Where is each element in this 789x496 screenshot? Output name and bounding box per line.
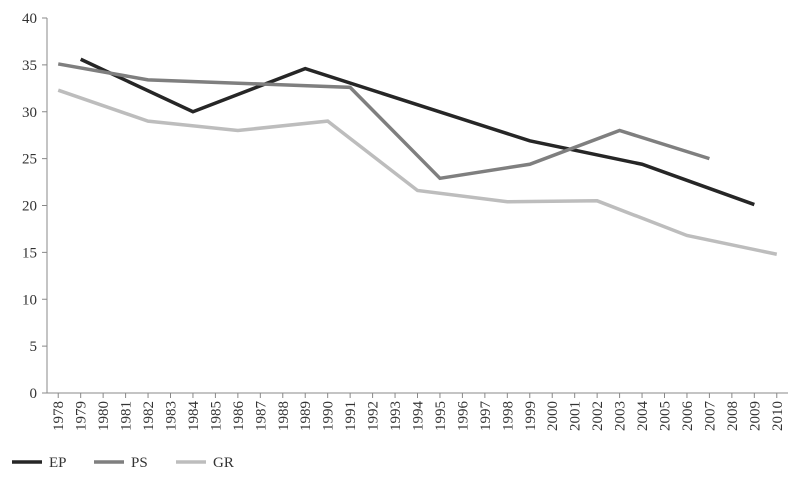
legend-label: PS bbox=[131, 455, 148, 471]
y-tick-label: 40 bbox=[22, 11, 37, 27]
y-tick-label: 30 bbox=[22, 105, 37, 121]
x-tick-label: 1986 bbox=[231, 401, 247, 432]
x-tick-label: 1995 bbox=[433, 401, 449, 431]
y-tick-label: 25 bbox=[22, 152, 37, 168]
y-tick-label: 20 bbox=[22, 199, 37, 215]
y-tick-label: 10 bbox=[22, 292, 37, 308]
x-tick-label: 1981 bbox=[119, 401, 135, 431]
x-tick-label: 1989 bbox=[298, 401, 314, 431]
x-tick-label: 1990 bbox=[321, 401, 337, 431]
y-tick-label: 15 bbox=[22, 245, 37, 261]
x-tick-label: 1994 bbox=[411, 401, 427, 432]
x-tick-label: 2010 bbox=[770, 401, 786, 431]
x-tick-label: 1993 bbox=[388, 401, 404, 431]
x-tick-label: 2008 bbox=[725, 401, 741, 431]
x-tick-label: 1992 bbox=[366, 401, 382, 431]
x-tick-label: 2000 bbox=[545, 401, 561, 431]
x-tick-label: 1984 bbox=[186, 401, 202, 432]
x-tick-label: 2003 bbox=[613, 401, 629, 431]
x-tick-label: 2009 bbox=[747, 401, 763, 431]
x-tick-label: 1978 bbox=[51, 401, 67, 431]
x-tick-label: 1979 bbox=[74, 401, 90, 431]
x-tick-label: 2004 bbox=[635, 401, 651, 432]
x-tick-label: 1999 bbox=[523, 401, 539, 431]
y-tick-label: 0 bbox=[30, 386, 38, 402]
line-series bbox=[79, 57, 755, 207]
x-tick-label: 1991 bbox=[343, 401, 359, 431]
x-tick-label: 1997 bbox=[478, 401, 494, 432]
x-tick-label: 2002 bbox=[590, 401, 606, 431]
x-tick-label: 1987 bbox=[253, 401, 269, 432]
line-series bbox=[57, 62, 710, 181]
y-tick-label: 35 bbox=[22, 58, 37, 74]
x-tick-label: 2006 bbox=[680, 401, 696, 432]
x-tick-label: 1996 bbox=[455, 401, 471, 432]
x-tick-label: 1998 bbox=[500, 401, 516, 431]
y-tick-label: 5 bbox=[30, 339, 38, 355]
x-tick-label: 1985 bbox=[208, 401, 224, 431]
legend-label: GR bbox=[213, 455, 234, 471]
x-tick-label: 2005 bbox=[658, 401, 674, 431]
x-tick-label: 1982 bbox=[141, 401, 157, 431]
x-tick-label: 2001 bbox=[568, 401, 584, 431]
x-tick-label: 1980 bbox=[96, 401, 112, 431]
line-series bbox=[57, 88, 778, 256]
x-tick-label: 1983 bbox=[164, 401, 180, 431]
x-tick-label: 2007 bbox=[702, 401, 718, 432]
x-tick-label: 1988 bbox=[276, 401, 292, 431]
legend-label: EP bbox=[49, 455, 67, 471]
